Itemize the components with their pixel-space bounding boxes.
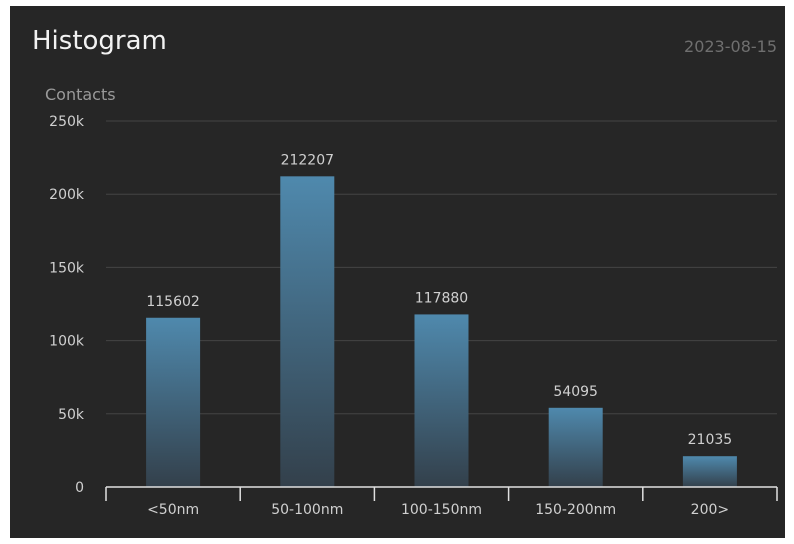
bar-value-label: 115602: [146, 294, 199, 310]
y-tick-label: 50k: [58, 407, 85, 423]
chart-date: 2023-08-15: [684, 37, 777, 56]
y-tick-label: 0: [75, 480, 84, 496]
bar: [414, 314, 469, 487]
bar-chart: Contacts 115602 212207 117880 54095 21035 0 5…: [45, 85, 778, 518]
y-axis-label: Contacts: [45, 85, 116, 104]
bar: [682, 456, 737, 487]
chart-title: Histogram: [32, 26, 167, 56]
y-tick-label: 200k: [49, 187, 85, 203]
y-tick-label: 250k: [49, 114, 85, 130]
bar: [280, 176, 335, 487]
y-tick-label: 150k: [49, 260, 85, 276]
x-tick-label: 200>: [691, 502, 729, 518]
x-tick-label: 100-150nm: [401, 502, 482, 518]
bar-value-label: 21035: [688, 432, 733, 448]
bar-value-label: 54095: [553, 384, 598, 400]
bar-value-label: 117880: [415, 290, 468, 306]
x-tick-label: 150-200nm: [535, 502, 616, 518]
x-tick-label: <50nm: [147, 502, 199, 518]
bar: [146, 317, 201, 487]
bar: [548, 407, 603, 487]
x-tick-label: 50-100nm: [271, 502, 343, 518]
bar-value-label: 212207: [281, 152, 334, 168]
chart-panel: Histogram 2023-08-15 Contacts 115602 2122…: [10, 6, 785, 538]
y-tick-label: 100k: [49, 334, 85, 350]
